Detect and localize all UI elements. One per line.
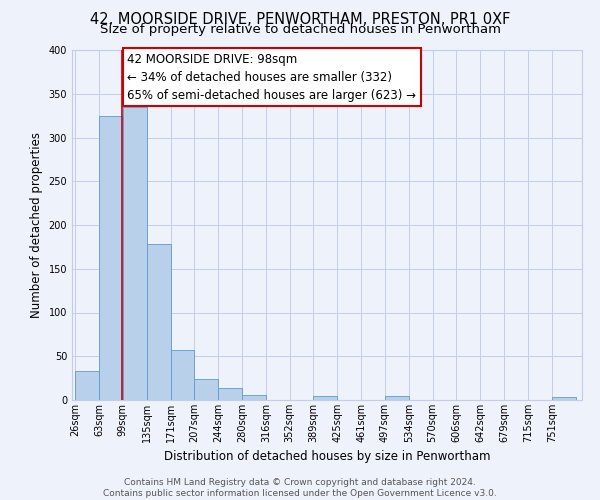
Bar: [75, 371, 99, 400]
X-axis label: Distribution of detached houses by size in Penwortham: Distribution of detached houses by size …: [164, 450, 490, 464]
Bar: [552, 396, 575, 400]
Bar: [313, 396, 337, 400]
Bar: [170, 350, 194, 400]
Bar: [123, 107, 146, 400]
Text: 42, MOORSIDE DRIVE, PENWORTHAM, PRESTON, PR1 0XF: 42, MOORSIDE DRIVE, PENWORTHAM, PRESTON,…: [90, 12, 510, 28]
Text: Size of property relative to detached houses in Penwortham: Size of property relative to detached ho…: [100, 22, 500, 36]
Bar: [242, 395, 266, 400]
Text: Contains HM Land Registry data © Crown copyright and database right 2024.
Contai: Contains HM Land Registry data © Crown c…: [103, 478, 497, 498]
Bar: [99, 116, 123, 400]
Bar: [385, 396, 409, 400]
Bar: [146, 244, 170, 400]
Text: 42 MOORSIDE DRIVE: 98sqm
← 34% of detached houses are smaller (332)
65% of semi-: 42 MOORSIDE DRIVE: 98sqm ← 34% of detach…: [127, 52, 416, 102]
Y-axis label: Number of detached properties: Number of detached properties: [30, 132, 43, 318]
Bar: [194, 379, 218, 400]
Bar: [218, 388, 242, 400]
